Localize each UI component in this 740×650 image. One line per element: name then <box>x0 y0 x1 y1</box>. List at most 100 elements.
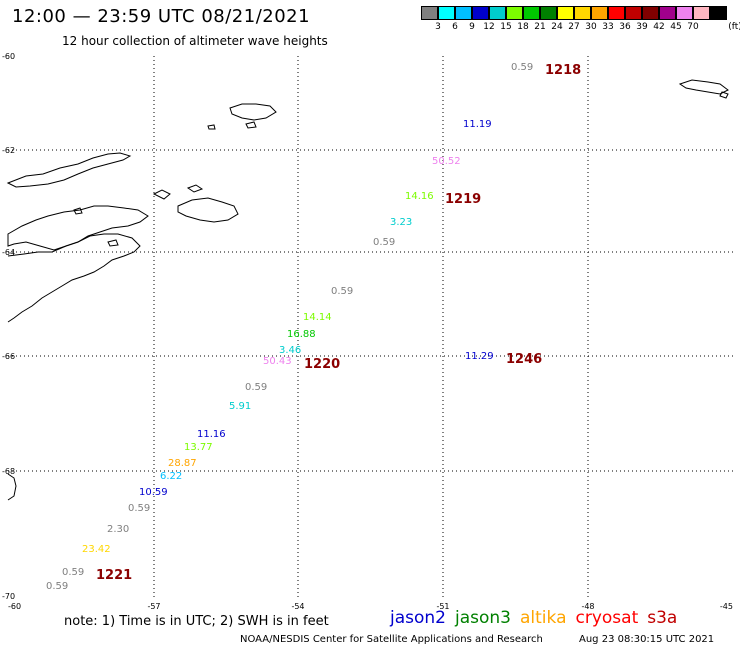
islet-3 <box>245 121 257 129</box>
joinville-island-group <box>7 205 149 251</box>
wave-height-label: 50.52 <box>432 156 461 167</box>
wave-height-label: 6.22 <box>160 471 182 482</box>
wave-height-label: 50.43 <box>263 356 292 367</box>
wave-height-label: 16.88 <box>287 329 316 340</box>
legend-swatch <box>574 6 591 20</box>
legend-tick-label: 12 <box>483 22 495 32</box>
antarctic-peninsula-coast <box>7 233 141 323</box>
wave-height-label: 5.91 <box>229 401 251 412</box>
lat-axis-label: -68 <box>2 467 15 476</box>
satellite-name: cryosat <box>575 608 639 628</box>
wave-height-label: 14.16 <box>405 191 434 202</box>
wave-height-label: 0.59 <box>373 237 395 248</box>
track-labels: 1218 1219 1220 1221 1246 <box>96 63 581 583</box>
islet-5 <box>73 207 83 215</box>
legend-swatch <box>489 6 506 20</box>
wave-height-map: -60-62-64-66-68-70-60 -57 -54 -51 -48 -45 0.5… <box>2 52 733 611</box>
wave-height-label: 0.59 <box>331 286 353 297</box>
legend-swatch <box>676 6 693 20</box>
islet-2 <box>186 184 204 193</box>
wave-height-label: 0.59 <box>46 581 68 592</box>
legend-tick-label: 70 <box>687 22 699 32</box>
lat-axis-label: -62 <box>2 146 15 155</box>
lat-axis-label: -66 <box>2 352 15 361</box>
wave-height-label: 10.59 <box>139 487 168 498</box>
wave-height-label: 13.77 <box>184 442 213 453</box>
wave-height-label: 3.23 <box>390 217 412 228</box>
wave-height-label: 11.16 <box>197 429 226 440</box>
wave-height-label: 3.46 <box>279 345 301 356</box>
legend-tick-label: 45 <box>670 22 682 32</box>
south-shetland-islands <box>6 152 132 188</box>
legend-tick-label: 24 <box>551 22 563 32</box>
axis-labels: -60-62-64-66-68-70-60 -57 -54 -51 -48 -45 <box>2 52 733 611</box>
satellite-name: s3a <box>647 608 678 628</box>
lon-axis-label: -48 <box>581 602 594 611</box>
legend-tick-label: 18 <box>517 22 529 32</box>
legend-tick-label: 6 <box>452 22 458 32</box>
chart-subtitle: 12 hour collection of altimeter wave hei… <box>62 34 328 48</box>
legend-swatch <box>625 6 642 20</box>
satellite-name: jason2 <box>390 608 446 628</box>
lat-axis-label: -64 <box>2 248 15 257</box>
graticule <box>8 56 733 600</box>
credit-text: NOAA/NESDIS Center for Satellite Applica… <box>240 634 543 645</box>
wave-height-label: 0.59 <box>245 382 267 393</box>
track-number-label: 1219 <box>445 192 481 207</box>
wave-height-label: 0.59 <box>62 567 84 578</box>
track-number-label: 1221 <box>96 568 132 583</box>
wave-height-label: 23.42 <box>82 544 111 555</box>
legend-swatch <box>642 6 659 20</box>
legend-unit: (ft) <box>728 22 740 32</box>
wave-height-label: 11.29 <box>465 351 494 362</box>
legend-tick-label: 36 <box>619 22 631 32</box>
islet-1 <box>152 189 171 200</box>
track-number-label: 1218 <box>545 63 581 78</box>
legend-swatch <box>506 6 523 20</box>
legend-swatch <box>591 6 608 20</box>
island-cluster-east <box>177 197 239 223</box>
lat-axis-label: -60 <box>2 52 15 61</box>
chart-title: 12:00 — 23:59 UTC 08/21/2021 <box>12 6 311 27</box>
island-north <box>229 103 277 121</box>
lat-axis-label: -70 <box>2 592 15 601</box>
legend-tick-label: 27 <box>568 22 580 32</box>
lon-axis-label: -54 <box>291 602 304 611</box>
track-number-label: 1220 <box>304 357 340 372</box>
legend-swatch <box>421 6 438 20</box>
lon-axis-label: -57 <box>147 602 160 611</box>
legend-tick-label: 21 <box>534 22 546 32</box>
wave-observations: 0.59 11.19 50.52 14.16 3.23 0.59 0.59 14.14 16.8… <box>46 62 533 592</box>
wave-height-label: 11.19 <box>463 119 492 130</box>
legend-tick-label: 39 <box>636 22 648 32</box>
legend-swatch <box>455 6 472 20</box>
satellite-name: altika <box>520 608 567 628</box>
legend-tick-label: 33 <box>602 22 614 32</box>
track-number-label: 1246 <box>506 352 542 367</box>
coastline <box>6 79 729 501</box>
legend-swatch <box>557 6 574 20</box>
wave-height-label: 0.59 <box>511 62 533 73</box>
islet-6 <box>107 239 119 247</box>
legend-swatch <box>608 6 625 20</box>
legend-swatch <box>438 6 455 20</box>
south-orkney-islands <box>678 79 729 95</box>
wave-height-label: 2.30 <box>107 524 129 535</box>
wave-height-label: 14.14 <box>303 312 332 323</box>
legend-tick-label: 9 <box>469 22 475 32</box>
islet-7 <box>719 91 729 99</box>
legend-swatch <box>693 6 710 20</box>
legend-swatch <box>472 6 489 20</box>
islet-4 <box>207 124 216 130</box>
west-coast-stub <box>7 473 17 501</box>
satellite-legend: jason2 jason3 altika cryosat s3a <box>390 608 686 628</box>
wave-height-label: 0.59 <box>128 503 150 514</box>
legend-swatch <box>659 6 676 20</box>
legend-swatch <box>540 6 557 20</box>
legend-tick-label: 3 <box>435 22 441 32</box>
legend-tick-label: 42 <box>653 22 665 32</box>
satellite-name: jason3 <box>455 608 511 628</box>
note-text: note: 1) Time is in UTC; 2) SWH is in fe… <box>64 614 329 629</box>
legend-tick-label: 30 <box>585 22 597 32</box>
timestamp: Aug 23 08:30:15 UTC 2021 <box>579 634 715 645</box>
